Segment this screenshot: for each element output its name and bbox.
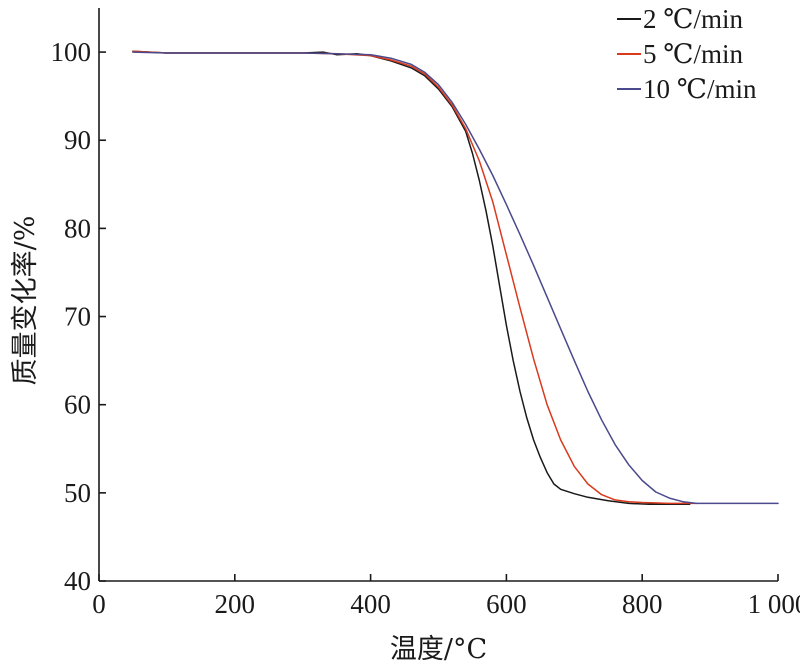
series-group (132, 50, 779, 506)
axes (98, 8, 778, 582)
series-line-1 (132, 50, 691, 506)
legend-label-3: 10 ℃/min (643, 74, 757, 104)
y-tick-label: 90 (64, 125, 91, 155)
y-ticks: 40 50 60 70 80 90 100 (51, 37, 106, 596)
y-tick-label: 100 (51, 37, 92, 67)
x-tick-label: 800 (622, 589, 663, 619)
series-line-2 (132, 50, 698, 505)
x-tick-label: 200 (215, 589, 256, 619)
x-axis-title: 温度/°C (390, 634, 487, 665)
x-tick-label: 1 000 (748, 589, 800, 619)
x-ticks: 0 200 400 600 800 1 000 (92, 574, 800, 619)
legend-label-2: 5 ℃/min (643, 39, 743, 69)
y-tick-label: 50 (64, 478, 91, 508)
y-tick-label: 70 (64, 302, 91, 332)
x-tick-label: 600 (486, 589, 527, 619)
x-tick-label: 400 (350, 589, 391, 619)
y-tick-label: 40 (64, 566, 91, 596)
y-axis-title: 质量变化率/% (10, 216, 41, 386)
y-tick-label: 80 (64, 213, 91, 243)
series-line-3 (132, 51, 779, 505)
legend-label-1: 2 ℃/min (643, 4, 743, 34)
x-tick-label: 0 (92, 589, 106, 619)
legend: 2 ℃/min 5 ℃/min 10 ℃/min (617, 4, 757, 104)
y-tick-label: 60 (64, 390, 91, 420)
